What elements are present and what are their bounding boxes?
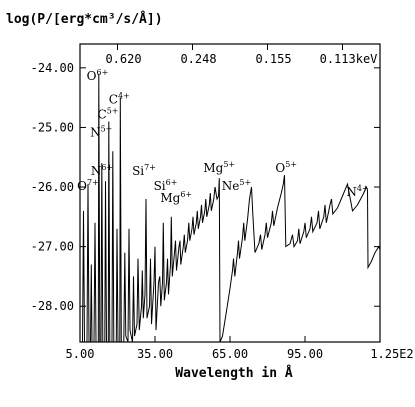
x-axis-title: Wavelength in Å [175,365,293,381]
x-tick-label: 65.00 [212,347,248,361]
ion-label: Si6+ [154,178,178,193]
y-tick-label: -24.00 [31,61,74,75]
top-axis-label: 0.620 [105,52,141,66]
top-axis-label: 0.113keV [320,52,378,66]
y-tick-label: -28.00 [31,299,74,313]
ion-label: C5+ [98,107,119,122]
ion-label: N4+ [346,184,368,199]
y-tick-label: -25.00 [31,120,74,134]
ion-label: O6+ [87,68,109,83]
ion-label: C4+ [109,92,130,107]
top-axis-label: 0.248 [180,52,216,66]
ion-label: O5+ [275,160,297,175]
x-tick-label: 1.25E2 [370,347,413,361]
spectrum-line-0 [80,73,381,343]
ion-label: Mg6+ [160,190,192,205]
ion-label: Mg5+ [203,160,235,175]
y-axis-title: log(P/[erg*cm³/s/Å]) [6,11,163,27]
top-axis-label: 0.155 [255,52,291,66]
ion-label: N6+ [91,163,113,178]
x-tick-label: 5.00 [66,347,95,361]
x-tick-label: 35.00 [137,347,173,361]
x-tick-label: 95.00 [287,347,323,361]
ion-label: N5+ [90,124,112,139]
y-tick-label: -27.00 [31,240,74,254]
ion-label: O7+ [77,178,99,193]
ion-label: Ne5+ [222,178,251,193]
y-tick-label: -26.00 [31,180,74,194]
ion-label: Si7+ [132,163,156,178]
